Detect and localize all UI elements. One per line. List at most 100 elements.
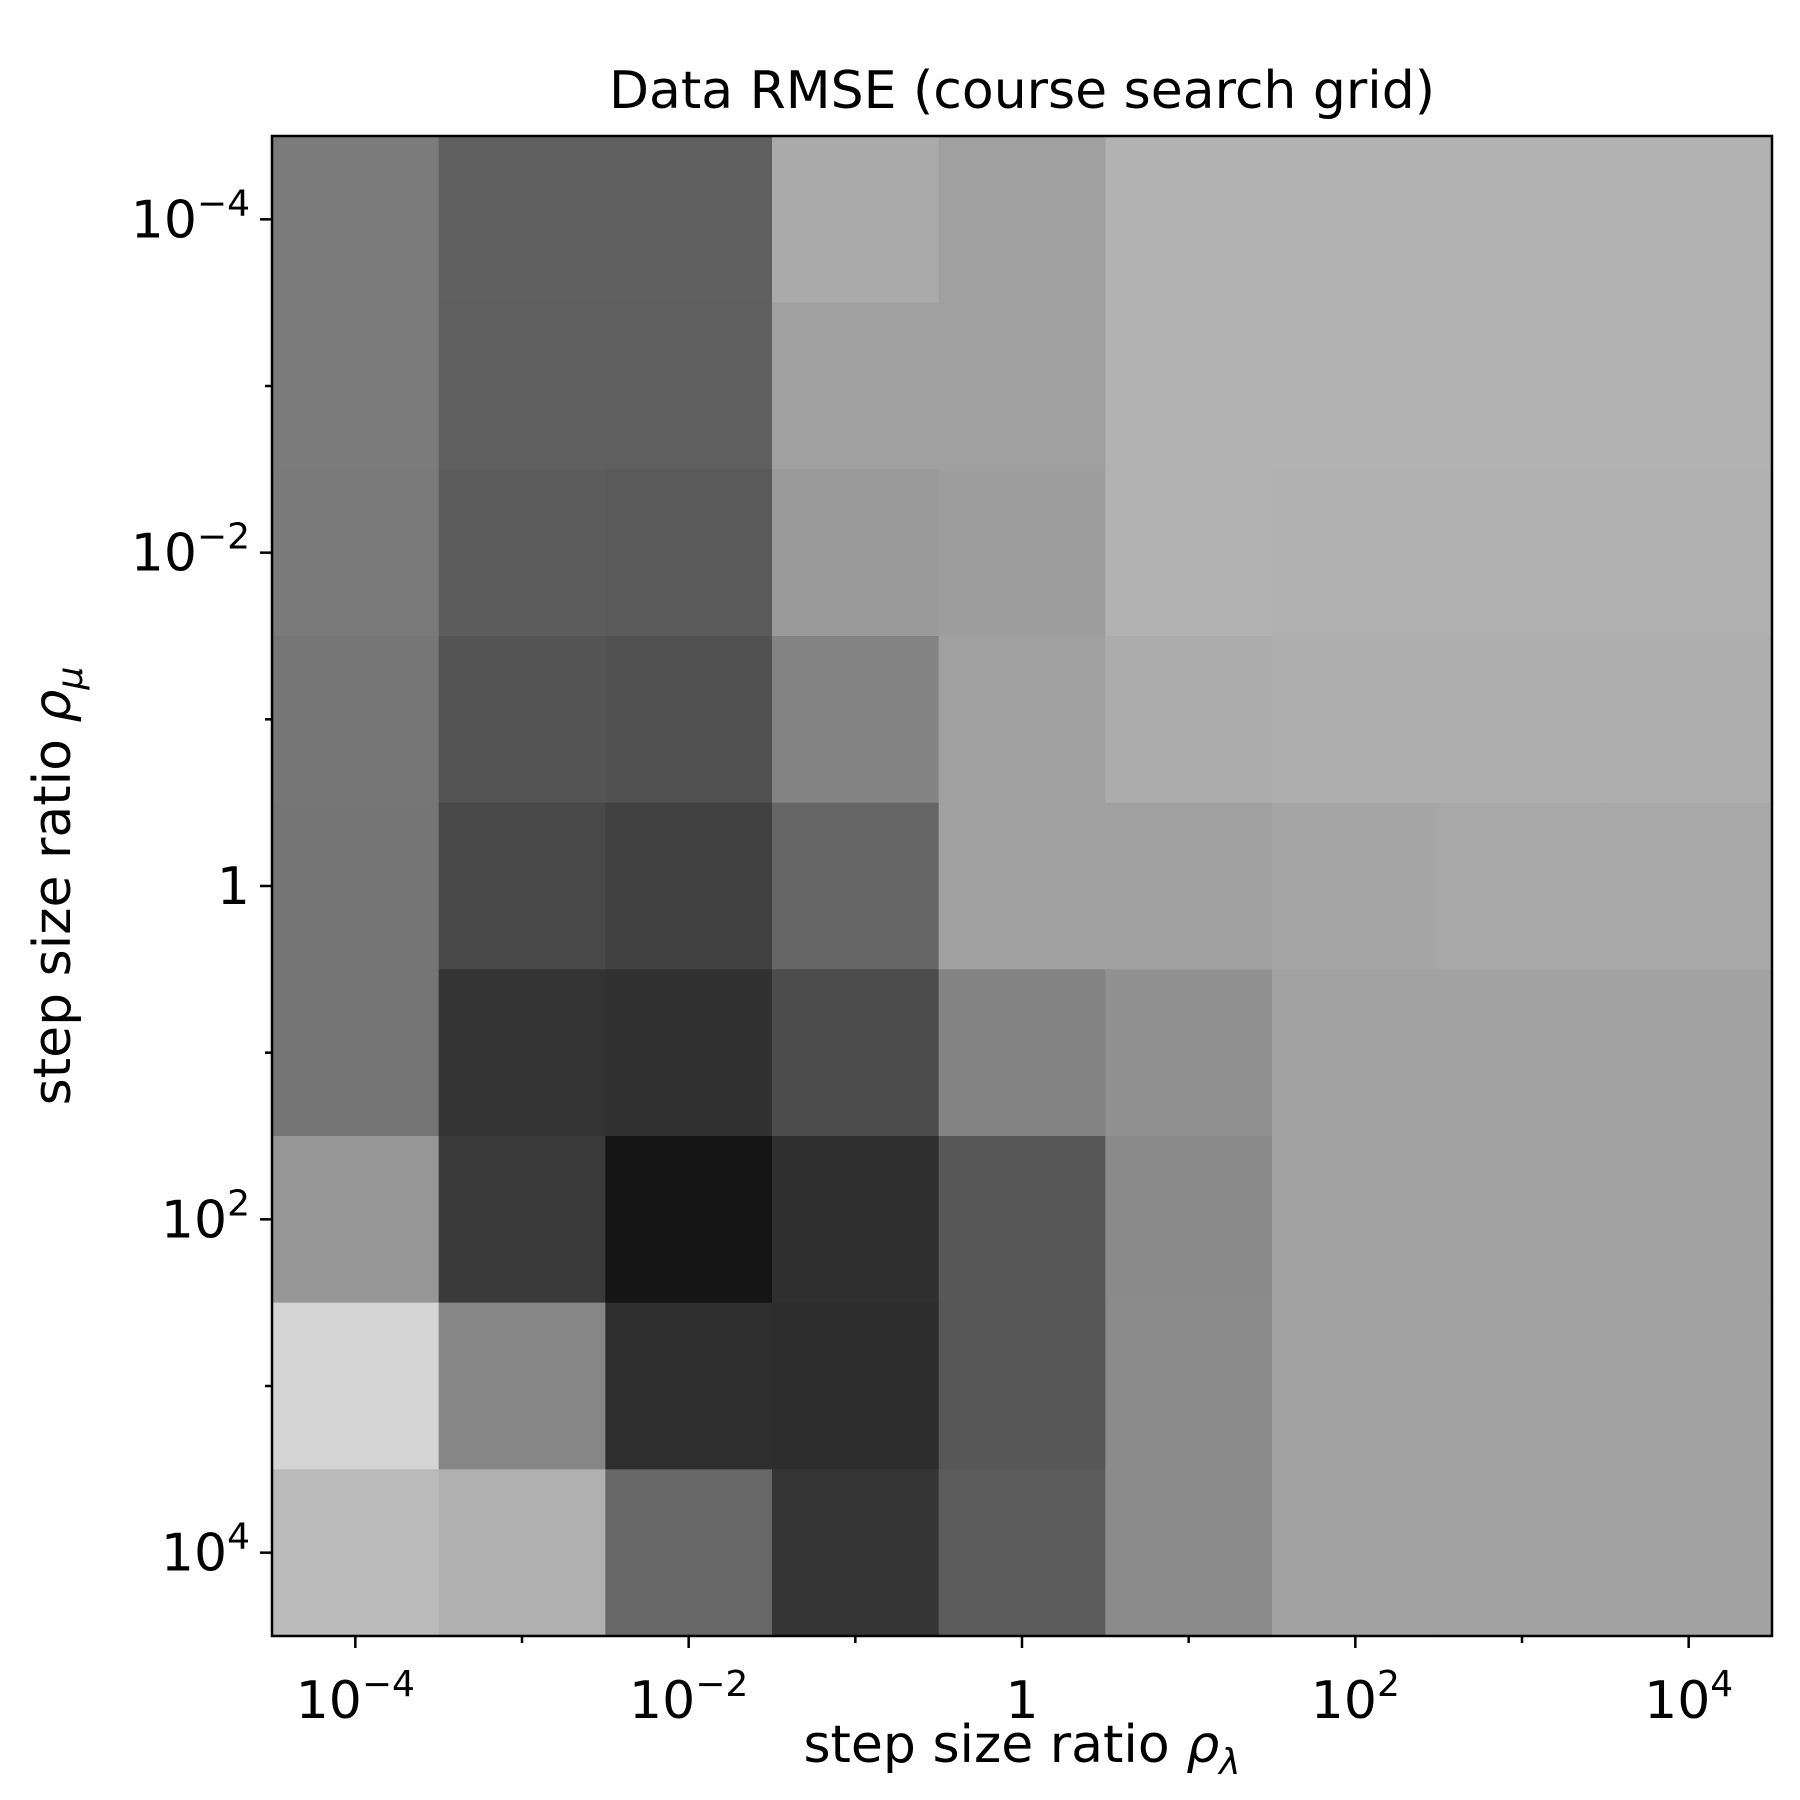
heatmap-cell-r1-c3: [772, 302, 940, 470]
x-tick-label-2: 1: [1005, 1671, 1038, 1731]
heatmap-cell-r2-c5: [1105, 469, 1273, 637]
y-axis-label-symbol: ρ: [23, 690, 83, 723]
heatmap-cell-r2-c1: [438, 469, 606, 637]
heatmap-cell-r8-c7: [1438, 1469, 1606, 1637]
heatmap-cell-r6-c2: [605, 1136, 773, 1304]
heatmap-cell-r8-c2: [605, 1469, 773, 1637]
heatmap-cell-r6-c0: [272, 1136, 440, 1304]
heatmap-cell-r0-c4: [938, 136, 1106, 304]
y-axis-label-subscript: μ: [50, 667, 91, 691]
heatmap-cell-r7-c1: [438, 1302, 606, 1470]
heatmap-cell-r5-c7: [1438, 969, 1606, 1137]
heatmap-cell-r1-c1: [438, 302, 606, 470]
heatmap-cell-r3-c1: [438, 636, 606, 804]
heatmap-cell-r4-c4: [938, 802, 1106, 970]
y-tick-label-1: 10−2: [131, 517, 250, 584]
y-axis-label: step size ratio ρμ: [23, 667, 91, 1106]
y-tick-label-2: 1: [217, 857, 250, 917]
y-tick-label-0: 10−4: [131, 183, 250, 250]
heatmap-cell-r4-c6: [1272, 802, 1440, 970]
heatmap-cell-r5-c5: [1105, 969, 1273, 1137]
x-axis-label-symbol: ρ: [1186, 1715, 1219, 1775]
heatmap-cells: [272, 136, 1773, 1637]
heatmap-cell-r3-c2: [605, 636, 773, 804]
heatmap-cell-r7-c8: [1605, 1302, 1773, 1470]
heatmap-cell-r0-c0: [272, 136, 440, 304]
heatmap-cell-r8-c0: [272, 1469, 440, 1637]
heatmap-cell-r6-c8: [1605, 1136, 1773, 1304]
y-tick-label-4: 104: [161, 1517, 250, 1584]
heatmap-cell-r7-c7: [1438, 1302, 1606, 1470]
heatmap-cell-r2-c4: [938, 469, 1106, 637]
heatmap-cell-r8-c5: [1105, 1469, 1273, 1637]
heatmap-cell-r5-c8: [1605, 969, 1773, 1137]
heatmap-cell-r2-c8: [1605, 469, 1773, 637]
heatmap-cell-r3-c8: [1605, 636, 1773, 804]
heatmap-cell-r7-c4: [938, 1302, 1106, 1470]
heatmap-cell-r6-c1: [438, 1136, 606, 1304]
heatmap-cell-r4-c8: [1605, 802, 1773, 970]
heatmap-cell-r8-c3: [772, 1469, 940, 1637]
heatmap-cell-r5-c0: [272, 969, 440, 1137]
heatmap-cell-r5-c4: [938, 969, 1106, 1137]
heatmap-cell-r6-c4: [938, 1136, 1106, 1304]
heatmap-cell-r5-c6: [1272, 969, 1440, 1137]
heatmap-cell-r7-c6: [1272, 1302, 1440, 1470]
heatmap-cell-r0-c7: [1438, 136, 1606, 304]
heatmap-cell-r1-c6: [1272, 302, 1440, 470]
y-tick-label-3: 102: [161, 1183, 250, 1250]
x-tick-label-4: 104: [1644, 1664, 1733, 1731]
heatmap-cell-r0-c3: [772, 136, 940, 304]
heatmap-cell-r0-c6: [1272, 136, 1440, 304]
heatmap-cell-r3-c7: [1438, 636, 1606, 804]
heatmap-cell-r2-c7: [1438, 469, 1606, 637]
heatmap-cell-r4-c7: [1438, 802, 1606, 970]
heatmap-cell-r0-c8: [1605, 136, 1773, 304]
x-axis-ticks: 10−4 10−2 1 102 104: [296, 1636, 1733, 1731]
heatmap-cell-r3-c5: [1105, 636, 1273, 804]
heatmap-cell-r5-c2: [605, 969, 773, 1137]
heatmap-cell-r5-c3: [772, 969, 940, 1137]
heatmap-cell-r8-c6: [1272, 1469, 1440, 1637]
heatmap-cell-r2-c2: [605, 469, 773, 637]
x-tick-label-0: 10−4: [296, 1664, 415, 1731]
heatmap-cell-r6-c5: [1105, 1136, 1273, 1304]
heatmap-cell-r4-c1: [438, 802, 606, 970]
heatmap-cell-r3-c6: [1272, 636, 1440, 804]
heatmap-cell-r0-c1: [438, 136, 606, 304]
x-tick-label-3: 102: [1311, 1664, 1400, 1731]
heatmap-cell-r8-c4: [938, 1469, 1106, 1637]
heatmap-cell-r4-c5: [1105, 802, 1273, 970]
heatmap-cell-r2-c3: [772, 469, 940, 637]
heatmap-cell-r6-c3: [772, 1136, 940, 1304]
y-axis-label-text: step size ratio: [23, 739, 83, 1105]
x-tick-label-1: 10−2: [629, 1664, 748, 1731]
heatmap-cell-r5-c1: [438, 969, 606, 1137]
heatmap-cell-r8-c8: [1605, 1469, 1773, 1637]
heatmap-cell-r7-c3: [772, 1302, 940, 1470]
heatmap-cell-r3-c0: [272, 636, 440, 804]
heatmap-cell-r4-c0: [272, 802, 440, 970]
heatmap-cell-r0-c5: [1105, 136, 1273, 304]
heatmap-cell-r3-c4: [938, 636, 1106, 804]
heatmap-cell-r0-c2: [605, 136, 773, 304]
x-axis-label-subscript: λ: [1217, 1742, 1240, 1783]
heatmap-cell-r8-c1: [438, 1469, 606, 1637]
chart-title: Data RMSE (course search grid): [609, 61, 1435, 121]
heatmap-cell-r1-c7: [1438, 302, 1606, 470]
heatmap-cell-r7-c0: [272, 1302, 440, 1470]
heatmap-cell-r6-c6: [1272, 1136, 1440, 1304]
heatmap-cell-r3-c3: [772, 636, 940, 804]
heatmap-cell-r7-c2: [605, 1302, 773, 1470]
y-axis-ticks: 10−4 10−2 1 102 104: [131, 183, 272, 1584]
heatmap-cell-r6-c7: [1438, 1136, 1606, 1304]
x-axis-label: step size ratio ρλ: [803, 1715, 1240, 1783]
heatmap-cell-r1-c5: [1105, 302, 1273, 470]
heatmap-cell-r1-c4: [938, 302, 1106, 470]
heatmap-cell-r2-c0: [272, 469, 440, 637]
heatmap-cell-r2-c6: [1272, 469, 1440, 637]
heatmap-cell-r4-c3: [772, 802, 940, 970]
heatmap-cell-r1-c8: [1605, 302, 1773, 470]
heatmap-cell-r7-c5: [1105, 1302, 1273, 1470]
